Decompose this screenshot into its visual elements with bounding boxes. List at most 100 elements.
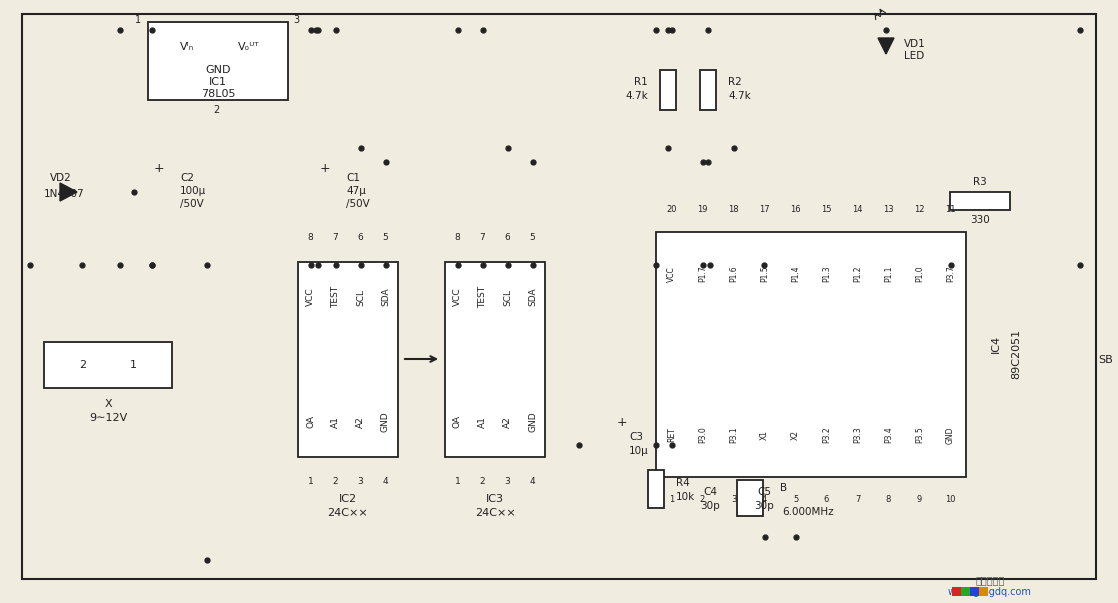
Text: 19: 19 [698, 206, 708, 215]
Text: 17: 17 [759, 206, 770, 215]
Text: VCC: VCC [453, 288, 462, 306]
Text: +: + [320, 162, 330, 175]
Text: 2: 2 [79, 360, 86, 370]
Bar [700, 70, 716, 110]
Text: P3.1: P3.1 [729, 427, 738, 443]
Text: 2: 2 [214, 105, 220, 115]
Text: 7: 7 [480, 233, 485, 242]
Text: 13: 13 [883, 206, 893, 215]
Text: 1: 1 [130, 360, 138, 370]
Text: 4: 4 [761, 494, 767, 504]
Text: 16: 16 [790, 206, 800, 215]
Text: 10k: 10k [676, 492, 695, 502]
Text: X2: X2 [792, 430, 800, 440]
Bar [953, 587, 961, 596]
Text: 100μ: 100μ [180, 186, 206, 196]
Text: A2: A2 [356, 416, 364, 428]
Text: RET: RET [667, 428, 676, 443]
Text: 3: 3 [731, 494, 736, 504]
Text: 4: 4 [382, 476, 388, 485]
Text: 2: 2 [333, 476, 339, 485]
Text: P3.7: P3.7 [946, 266, 955, 282]
Text: 10: 10 [945, 494, 956, 504]
Text: 14: 14 [852, 206, 863, 215]
Text: 4.7k: 4.7k [625, 91, 648, 101]
Text: 5: 5 [793, 494, 798, 504]
Text: /50V: /50V [345, 199, 370, 209]
Text: OA: OA [453, 415, 462, 429]
Text: 24C××: 24C×× [475, 508, 515, 518]
Text: C1: C1 [345, 173, 360, 183]
Text: R4: R4 [676, 478, 690, 488]
Text: 12: 12 [915, 206, 925, 215]
Text: 20: 20 [666, 206, 676, 215]
Text: P1.2: P1.2 [853, 266, 862, 282]
Text: 1N4007: 1N4007 [44, 189, 85, 199]
Text: 9: 9 [917, 494, 922, 504]
Text: TEST: TEST [331, 286, 340, 308]
Text: A2: A2 [503, 416, 512, 428]
Text: B: B [780, 483, 787, 493]
Text: 1: 1 [455, 476, 461, 485]
Text: www.go-gdq.com: www.go-gdq.com [948, 587, 1032, 597]
Text: 1: 1 [135, 15, 141, 25]
Text: C3: C3 [629, 432, 643, 442]
Text: 4.7k: 4.7k [728, 91, 751, 101]
Text: +: + [617, 417, 627, 429]
Text: 3: 3 [293, 15, 299, 25]
Text: P1.0: P1.0 [915, 266, 923, 282]
Text: 89C2051: 89C2051 [1011, 329, 1021, 379]
Polygon shape [878, 38, 894, 54]
Text: 1: 1 [669, 494, 674, 504]
Text: /50V: /50V [180, 199, 203, 209]
Text: P1.4: P1.4 [792, 266, 800, 282]
Text: C5: C5 [757, 487, 771, 497]
Text: P3.0: P3.0 [698, 427, 707, 443]
Text: P1.5: P1.5 [760, 266, 769, 282]
Bar [148, 22, 288, 100]
Text: 6.000MHz: 6.000MHz [781, 507, 834, 517]
Text: 9∼12V: 9∼12V [88, 413, 127, 423]
Text: P3.2: P3.2 [822, 427, 831, 443]
Text: IC1: IC1 [209, 77, 227, 87]
Text: 10μ: 10μ [629, 446, 648, 456]
Text: R3: R3 [973, 177, 987, 187]
Text: 8: 8 [455, 233, 461, 242]
Text: 广电电器网: 广电电器网 [975, 575, 1005, 585]
Bar [961, 587, 970, 596]
Text: 24C××: 24C×× [328, 508, 368, 518]
Text: R1: R1 [634, 77, 648, 87]
Bar [970, 587, 979, 596]
Text: C2: C2 [180, 173, 195, 183]
Text: 3: 3 [504, 476, 511, 485]
Text: VCC: VCC [306, 288, 315, 306]
Text: SCL: SCL [503, 288, 512, 306]
Text: A1: A1 [331, 416, 340, 428]
Text: IC4: IC4 [991, 335, 1001, 353]
Bar [299, 262, 398, 457]
Text: Vₒᵁᵀ: Vₒᵁᵀ [238, 42, 259, 52]
Text: P1.1: P1.1 [884, 266, 893, 282]
Text: R2: R2 [728, 77, 741, 87]
Bar [979, 587, 988, 596]
Text: Vᴵₙ: Vᴵₙ [180, 42, 195, 52]
Text: 6: 6 [504, 233, 511, 242]
Text: P1.7: P1.7 [698, 266, 707, 282]
Text: 11: 11 [945, 206, 956, 215]
Bar [656, 232, 966, 477]
Text: P1.6: P1.6 [729, 266, 738, 282]
Text: +: + [153, 162, 164, 175]
Text: 8: 8 [307, 233, 313, 242]
Text: X: X [104, 399, 112, 409]
Bar [950, 192, 1010, 210]
Text: VD2: VD2 [50, 173, 72, 183]
Text: 15: 15 [822, 206, 832, 215]
Text: TEST: TEST [479, 286, 487, 308]
Text: 18: 18 [728, 206, 739, 215]
Text: GND: GND [206, 65, 230, 75]
Bar [737, 480, 762, 516]
Text: IC2: IC2 [339, 494, 357, 504]
Text: 2: 2 [700, 494, 705, 504]
Bar [44, 342, 172, 388]
Bar [648, 470, 664, 508]
